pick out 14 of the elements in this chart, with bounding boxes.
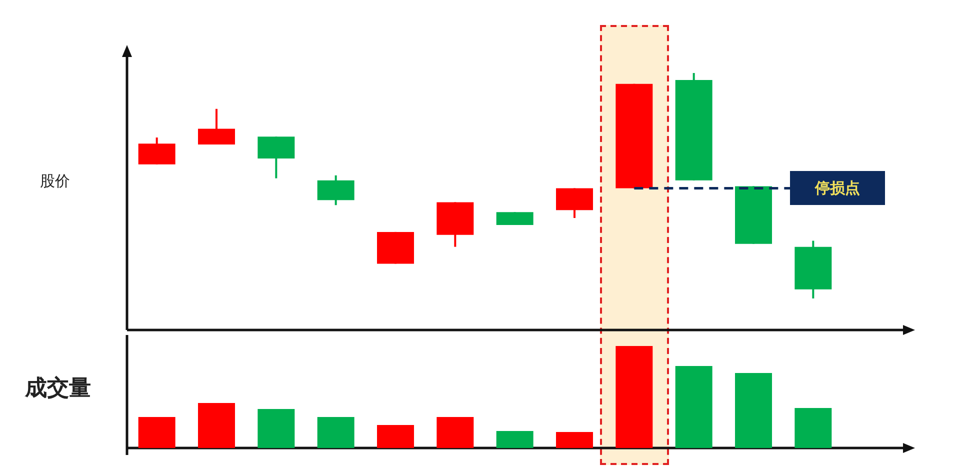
bar bbox=[496, 430, 534, 448]
bar bbox=[258, 409, 295, 448]
bar bbox=[436, 416, 474, 448]
bar bbox=[198, 403, 235, 448]
bar bbox=[317, 416, 354, 448]
y-axis-title: 成交量 bbox=[25, 374, 91, 402]
bar bbox=[675, 366, 712, 448]
bar bbox=[794, 408, 832, 448]
bar bbox=[138, 416, 176, 448]
bar bbox=[616, 346, 653, 448]
bar bbox=[377, 425, 414, 448]
y-axis-title: 股价 bbox=[40, 172, 70, 191]
bar bbox=[556, 432, 593, 448]
bar bbox=[735, 373, 772, 448]
